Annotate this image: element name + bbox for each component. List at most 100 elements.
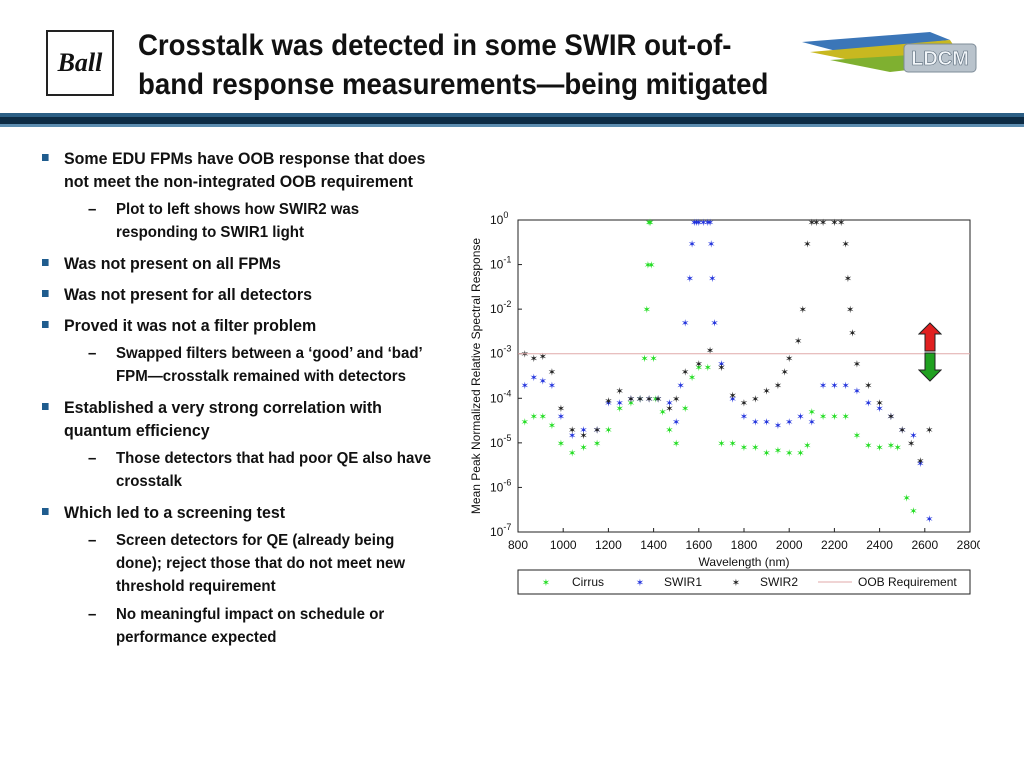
data-point-swir1: ✶	[729, 394, 737, 405]
data-point-swir2: ✶	[627, 394, 635, 405]
legend-label: SWIR2	[760, 575, 798, 589]
bullet-list: Some EDU FPMs have OOB response that doe…	[40, 147, 460, 657]
y-tick-label: 10-6	[490, 477, 511, 494]
slide-title-line-2: band response measurements—being mitigat…	[138, 68, 769, 101]
data-point-swir2: ✶	[548, 367, 556, 378]
data-point-cirrus: ✶	[616, 404, 624, 415]
arrow-down-icon	[918, 352, 942, 382]
data-point-cirrus: ✶	[729, 439, 737, 450]
bullet-item: Some EDU FPMs have OOB response that doe…	[40, 147, 460, 193]
data-point-cirrus: ✶	[636, 394, 644, 405]
x-tick-label: 800	[508, 538, 528, 552]
legend-label: OOB Requirement	[858, 575, 957, 589]
oob-response-chart: 800 1000 1200 1400 1600 1800 2000 2200 2400 2600 2…	[469, 210, 980, 595]
data-point-swir2: ✶	[654, 394, 662, 405]
data-point-swir1: ✶	[707, 239, 715, 250]
y-tick-label: 10-2	[490, 299, 511, 316]
data-point-cirrus: ✶	[593, 439, 601, 450]
bullet-item: Proved it was not a filter problem	[40, 314, 460, 337]
data-point-swir1: ✶	[690, 218, 698, 229]
legend-marker: ✶	[732, 578, 740, 589]
data-point-swir2: ✶	[837, 218, 845, 229]
sub-bullet-text: Those detectors that had poor QE also ha…	[116, 450, 432, 490]
data-point-swir2: ✶	[925, 425, 933, 436]
data-point-cirrus: ✶	[864, 441, 872, 452]
data-point-swir1: ✶	[853, 386, 861, 397]
data-point-swir1: ✶	[796, 412, 804, 423]
data-point-swir1: ✶	[636, 394, 644, 405]
bullet-text: Some EDU FPMs have OOB response that doe…	[64, 149, 426, 191]
bullet-text: Established a very strong correlation wi…	[64, 398, 382, 440]
data-point-swir2: ✶	[539, 352, 547, 363]
data-point-swir1: ✶	[898, 425, 906, 436]
y-tick-label: 100	[490, 210, 508, 227]
data-point-swir1: ✶	[740, 412, 748, 423]
data-point-cirrus: ✶	[875, 443, 883, 454]
x-tick-label: 2600	[911, 538, 938, 552]
y-tick-label: 10-4	[490, 388, 511, 405]
ball-logo-text: Ball	[57, 48, 103, 77]
sub-bullet-dash: –	[88, 606, 97, 623]
sub-bullet-dash: –	[88, 450, 97, 467]
data-point-swir1: ✶	[875, 404, 883, 415]
data-point-swir2: ✶	[774, 381, 782, 392]
y-tick-label: 10-3	[490, 344, 511, 361]
x-axis-label: Wavelength (nm)	[699, 555, 790, 569]
data-point-swir2: ✶	[812, 218, 820, 229]
data-point-swir1: ✶	[785, 418, 793, 429]
data-point-swir2: ✶	[616, 386, 624, 397]
sub-bullet-item: – Plot to left shows how SWIR2 was respon…	[40, 198, 460, 244]
data-point-swir1: ✶	[762, 418, 770, 429]
bullet-marker	[42, 154, 49, 161]
plot-area	[517, 219, 971, 533]
data-point-swir2: ✶	[898, 425, 906, 436]
data-point-swir2: ✶	[853, 360, 861, 371]
data-point-swir1: ✶	[539, 377, 547, 388]
data-point-swir1: ✶	[692, 218, 700, 229]
data-point-swir2: ✶	[593, 425, 601, 436]
data-point-swir2: ✶	[864, 381, 872, 392]
sub-bullet-text: Screen detectors for QE (already being d…	[116, 532, 406, 595]
data-point-swir2: ✶	[916, 457, 924, 468]
data-point-cirrus: ✶	[652, 394, 660, 405]
sub-bullet-text: Swapped filters between a ‘good’ and ‘ba…	[116, 345, 422, 385]
data-point-swir1: ✶	[677, 381, 685, 392]
header-rule-bottom	[0, 124, 1024, 127]
legend-marker: ✶	[636, 578, 644, 589]
sub-bullet-item: – Swapped filters between a ‘good’ and ‘b…	[40, 342, 460, 388]
legend-box	[517, 569, 971, 595]
x-tick-label: 2000	[776, 538, 803, 552]
data-point-cirrus: ✶	[658, 408, 666, 419]
data-point-swir2: ✶	[579, 431, 587, 442]
data-point-cirrus: ✶	[819, 412, 827, 423]
data-point-swir2: ✶	[751, 394, 759, 405]
bullet-item: Was not present on all FPMs	[40, 252, 460, 275]
data-point-swir1: ✶	[864, 399, 872, 410]
data-point-cirrus: ✶	[521, 418, 529, 429]
data-point-swir1: ✶	[557, 412, 565, 423]
data-point-cirrus: ✶	[887, 441, 895, 452]
data-point-swir1: ✶	[593, 425, 601, 436]
slide-title-line-1: Crosstalk was detected in some SWIR out-…	[138, 29, 732, 62]
data-point-swir1: ✶	[808, 418, 816, 429]
data-point-cirrus: ✶	[665, 425, 673, 436]
data-point-cirrus: ✶	[645, 218, 653, 229]
data-point-swir2: ✶	[681, 367, 689, 378]
data-point-swir2: ✶	[740, 399, 748, 410]
ball-logo: Ball	[46, 30, 114, 96]
ldcm-logo-text: LDCM	[911, 48, 969, 70]
data-point-swir1: ✶	[706, 218, 714, 229]
data-point-cirrus: ✶	[688, 373, 696, 384]
data-point-swir1: ✶	[751, 418, 759, 429]
data-point-cirrus: ✶	[646, 218, 654, 229]
data-point-swir1: ✶	[717, 360, 725, 371]
data-point-swir1: ✶	[645, 394, 653, 405]
bullet-marker	[42, 259, 49, 266]
data-point-swir1: ✶	[909, 431, 917, 442]
x-tick-label: 1400	[640, 538, 667, 552]
data-point-swir2: ✶	[717, 363, 725, 374]
data-point-cirrus: ✶	[568, 449, 576, 460]
data-point-cirrus: ✶	[774, 446, 782, 457]
sub-bullet-dash: –	[88, 201, 97, 218]
data-point-cirrus: ✶	[704, 363, 712, 374]
